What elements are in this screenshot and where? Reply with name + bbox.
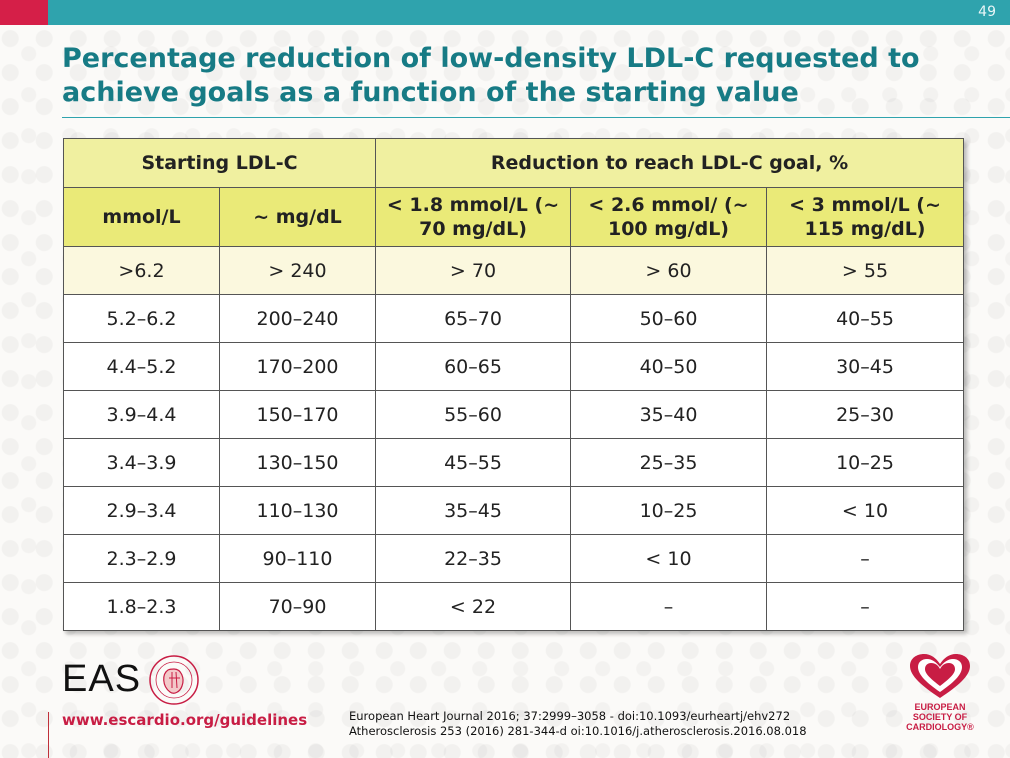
table-body: >6.2 > 240 > 70 > 60 > 55 5.2–6.2 200–240 65–70… [63,246,964,631]
page-number: 49 [978,4,996,20]
table-cell: 50–60 [570,294,767,343]
table-cell: 70–90 [219,582,376,631]
table-cell: 3.9–4.4 [63,390,220,439]
top-bar: 49 [0,0,1010,25]
table-cell: 2.3–2.9 [63,534,220,583]
table-cell: < 10 [766,486,964,535]
heart-logo-icon [910,654,970,698]
header-goal-1-8: < 1.8 mmol/L (~ 70 mg/dL) [375,187,571,247]
footer-divider [48,712,49,758]
eas-logo-text: EAS [62,658,142,700]
table-row: 2.9–3.4 110–130 35–45 10–25 < 10 [63,486,964,535]
table-cell: 55–60 [375,390,571,439]
top-bar-accent [0,0,48,25]
header-goal-3: < 3 mmol/L (~ 115 mg/dL) [766,187,964,247]
header-goal-2-6: < 2.6 mmol/ (~ 100 mg/dL) [570,187,767,247]
table-cell: > 70 [375,246,571,295]
title-divider [62,117,1010,118]
header-reduction-goal: Reduction to reach LDL-C goal, % [375,138,964,188]
table-header-row-1: Starting LDL-C Reduction to reach LDL-C … [63,138,964,188]
ldl-reduction-table: Starting LDL-C Reduction to reach LDL-C … [63,138,964,631]
eas-logo: EAS [62,654,207,706]
table-cell: 65–70 [375,294,571,343]
esc-logo-line-3: CARDIOLOGY® [906,722,974,732]
table-cell: 35–40 [570,390,767,439]
table-cell: 170–200 [219,342,376,391]
table-row: 3.9–4.4 150–170 55–60 35–40 25–30 [63,390,964,439]
table-cell: 30–45 [766,342,964,391]
table-cell: 150–170 [219,390,376,439]
table-row: 2.3–2.9 90–110 22–35 < 10– [63,534,964,583]
table-cell: 25–35 [570,438,767,487]
table-cell: 130–150 [219,438,376,487]
guidelines-link[interactable]: www.escardio.org/guidelines [62,711,308,729]
table-cell: 110–130 [219,486,376,535]
table-cell: >6.2 [63,246,220,295]
table-cell: 10–25 [766,438,964,487]
esc-logo-line-2: SOCIETY OF [912,712,968,722]
table-row: 4.4–5.2 170–200 60–65 40–50 30–45 [63,342,964,391]
table-cell: 25–30 [766,390,964,439]
esc-logo: EUROPEAN SOCIETY OF CARDIOLOGY® [900,652,980,742]
table-row: >6.2 > 240 > 70 > 60 > 55 [63,246,964,295]
esc-logo-line-1: EUROPEAN [914,702,966,712]
reference-citation: European Heart Journal 2016; 37:2999–305… [349,709,807,739]
table-cell: < 10 [570,534,767,583]
table-cell: 10–25 [570,486,767,535]
reference-line-2: Atherosclerosis 253 (2016) 281-344-d oi:… [349,724,807,738]
eas-seal-icon [149,655,199,705]
table-cell: > 55 [766,246,964,295]
table-cell: 5.2–6.2 [63,294,220,343]
table-row: 1.8–2.3 70–90 < 22– – [63,582,964,631]
table-header-row-2: mmol/L ~ mg/dL < 1.8 mmol/L (~ 70 mg/dL)… [63,187,964,247]
table-row: 3.4–3.9 130–150 45–55 25–35 10–25 [63,438,964,487]
table-cell: > 60 [570,246,767,295]
table-cell: 200–240 [219,294,376,343]
table-cell: – [766,534,964,583]
table-cell: – [570,582,767,631]
table-cell: > 240 [219,246,376,295]
table-cell: 45–55 [375,438,571,487]
header-mgdl: ~ mg/dL [219,187,376,247]
reference-line-1: European Heart Journal 2016; 37:2999–305… [349,709,791,723]
table-cell: < 22 [375,582,571,631]
table-cell: 22–35 [375,534,571,583]
table-cell: 2.9–3.4 [63,486,220,535]
table-cell: 1.8–2.3 [63,582,220,631]
table-cell: 90–110 [219,534,376,583]
table-row: 5.2–6.2 200–240 65–70 50–60 40–55 [63,294,964,343]
header-mmol: mmol/L [63,187,220,247]
header-starting-ldl: Starting LDL-C [63,138,376,188]
table-cell: 4.4–5.2 [63,342,220,391]
table-cell: 40–50 [570,342,767,391]
table-cell: 35–45 [375,486,571,535]
table-cell: – [766,582,964,631]
esc-logo-text: EUROPEAN SOCIETY OF CARDIOLOGY® [900,702,980,732]
table-cell: 3.4–3.9 [63,438,220,487]
table-cell: 60–65 [375,342,571,391]
slide-title: Percentage reduction of low-density LDL-… [62,43,920,108]
table-cell: 40–55 [766,294,964,343]
